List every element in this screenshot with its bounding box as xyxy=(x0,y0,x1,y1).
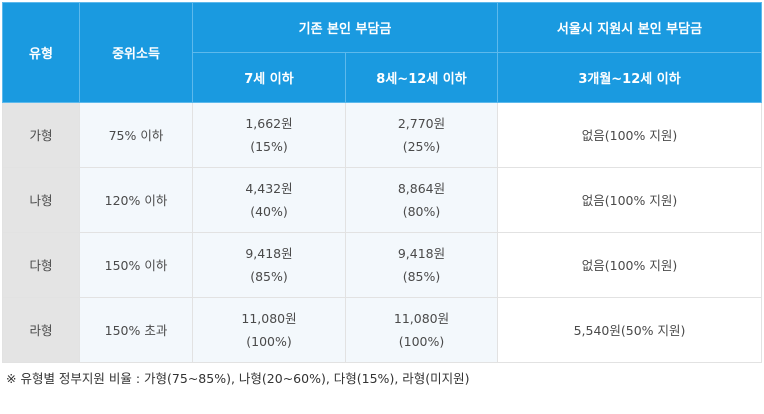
percent: (85%) xyxy=(250,269,288,284)
percent: (100%) xyxy=(246,334,292,349)
percent: (15%) xyxy=(250,139,288,154)
header-type: 유형 xyxy=(2,2,80,103)
percent: (100%) xyxy=(398,334,445,349)
row-cost-age2: 2,770원 (25%) xyxy=(345,102,498,168)
row-seoul-cost: 없음(100% 지원) xyxy=(497,232,762,298)
row-seoul-cost: 없음(100% 지원) xyxy=(497,102,762,168)
row-cost-age1: 9,418원 (85%) xyxy=(192,232,346,298)
header-seoul: 서울시 지원시 본인 부담금 xyxy=(497,2,762,53)
amount: 11,080원 xyxy=(393,311,450,326)
row-seoul-cost: 5,540원(50% 지원) xyxy=(497,297,762,363)
percent: (25%) xyxy=(402,139,441,154)
row-type: 가형 xyxy=(2,102,80,168)
header-seoul-age: 3개월~12세 이하 xyxy=(497,52,762,103)
row-type: 라형 xyxy=(2,297,80,363)
amount: 9,418원 xyxy=(245,246,293,261)
row-cost-age2: 11,080원 (100%) xyxy=(345,297,498,363)
row-cost-age1: 11,080원 (100%) xyxy=(192,297,346,363)
table-row: 다형 150% 이하 9,418원 (85%) 9,418원 (85%) 없음(10… xyxy=(2,232,762,298)
subsidy-table: 유형 중위소득 기존 본인 부담금 서울시 지원시 본인 부담금 7세 이하 8… xyxy=(2,2,762,363)
row-income: 75% 이하 xyxy=(79,102,193,168)
percent: (85%) xyxy=(402,269,441,284)
amount: 4,432원 xyxy=(245,181,293,196)
amount: 8,864원 xyxy=(397,181,446,196)
row-cost-age2: 8,864원 (80%) xyxy=(345,167,498,233)
row-income: 150% 초과 xyxy=(79,297,193,363)
row-seoul-cost: 없음(100% 지원) xyxy=(497,167,762,233)
percent: (80%) xyxy=(402,204,441,219)
row-income: 150% 이하 xyxy=(79,232,193,298)
amount: 11,080원 xyxy=(241,311,297,326)
row-type: 다형 xyxy=(2,232,80,298)
header-existing: 기존 본인 부담금 xyxy=(192,2,498,53)
row-type: 나형 xyxy=(2,167,80,233)
amount: 1,662원 xyxy=(245,116,293,131)
amount: 9,418원 xyxy=(397,246,446,261)
table-row: 나형 120% 이하 4,432원 (40%) 8,864원 (80%) 없음(10… xyxy=(2,167,762,233)
footnote: ※ 유형별 정부지원 비율 : 가형(75~85%), 나형(20~60%), … xyxy=(6,371,470,386)
row-cost-age2: 9,418원 (85%) xyxy=(345,232,498,298)
table-row: 라형 150% 초과 11,080원 (100%) 11,080원 (100%) 5… xyxy=(2,297,762,363)
percent: (40%) xyxy=(250,204,288,219)
header-income: 중위소득 xyxy=(79,2,193,103)
row-income: 120% 이하 xyxy=(79,167,193,233)
amount: 2,770원 xyxy=(397,116,446,131)
row-cost-age1: 4,432원 (40%) xyxy=(192,167,346,233)
header-age2: 8세~12세 이하 xyxy=(345,52,498,103)
header-age1: 7세 이하 xyxy=(192,52,346,103)
table-row: 가형 75% 이하 1,662원 (15%) 2,770원 (25%) 없음(100… xyxy=(2,102,762,168)
row-cost-age1: 1,662원 (15%) xyxy=(192,102,346,168)
